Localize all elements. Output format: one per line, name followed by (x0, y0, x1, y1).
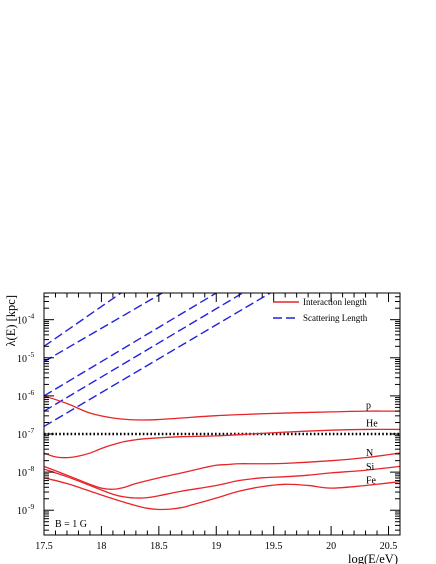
legend-label-1: Interaction length (303, 297, 367, 307)
x-tick-label: 19 (211, 541, 221, 552)
y-tick-label-exponent: -9 (28, 502, 34, 511)
y-axis-title: λ(E) [kpc] (4, 295, 18, 347)
interaction-curve-p (44, 395, 400, 421)
x-tick-label: 18 (96, 541, 106, 552)
interaction-curve-he (44, 428, 400, 459)
curve-label-n: N (366, 448, 373, 459)
curve-label-p: p (366, 400, 371, 411)
plot-frame (43, 292, 401, 536)
y-tick-label-exponent: -5 (28, 350, 34, 359)
x-tick-label: 20.5 (380, 541, 398, 552)
y-tick-label-exponent: -4 (28, 312, 34, 321)
scattering-line-2 (44, 293, 163, 363)
y-tick-label: 10 (17, 316, 27, 327)
y-tick-label-exponent: -6 (28, 388, 34, 397)
y-tick-label: 10 (17, 392, 27, 403)
axes (43, 292, 401, 536)
x-tick-label: 20 (326, 541, 336, 552)
legend: Interaction length Scattering Length (273, 297, 368, 323)
y-tick-label: 10 (17, 354, 27, 365)
x-tick-label: 17.5 (35, 541, 53, 552)
y-tick-label-exponent: -7 (28, 426, 34, 435)
labels: 17.5 18 18.5 19 19.5 20 20.510-910-810-710-610… (4, 295, 398, 564)
x-tick-label: 18.5 (150, 541, 168, 552)
interaction-curve-si (44, 465, 400, 499)
interaction-curve-fe (44, 477, 400, 511)
y-tick-label: 10 (17, 430, 27, 441)
scattering-line-3 (44, 293, 217, 397)
annotation-field: B = 1 G (55, 519, 87, 530)
scattering-line-5 (44, 293, 271, 427)
curve-label-fe: Fe (366, 476, 377, 487)
curve-label-si: Si (366, 462, 375, 473)
plot-area (44, 293, 400, 511)
x-axis-title: log(E/eV) (348, 552, 398, 564)
y-tick-label-exponent: -8 (28, 464, 34, 473)
x-tick-label: 19.5 (265, 541, 283, 552)
y-tick-label: 10 (17, 468, 27, 479)
y-tick-label: 10 (17, 506, 27, 517)
scattering-line-1 (44, 293, 122, 347)
interaction-curve-n (44, 452, 400, 490)
curve-label-he: He (366, 418, 378, 429)
legend-label-2: Scattering Length (303, 313, 368, 323)
